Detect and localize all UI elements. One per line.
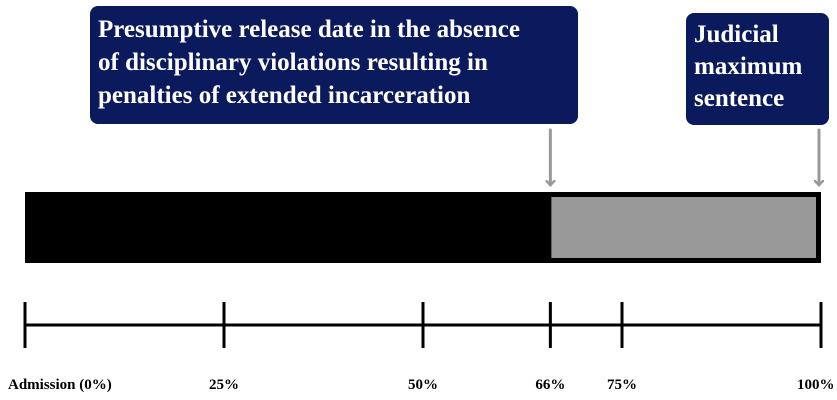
release-date-callout: Presumptive release date in the absence …: [90, 6, 578, 124]
max-callout-line-3: sentence: [694, 85, 785, 112]
tick-label-100: 100%: [797, 377, 835, 393]
max-callout-line-1: Judicial: [694, 21, 779, 48]
tick-label-25: 25%: [209, 377, 239, 393]
sentence-remaining-segment: [551, 197, 816, 258]
release-callout-line-1: Presumptive release date in the absence: [98, 16, 520, 43]
tick-label-66: 66%: [535, 377, 566, 393]
sentence-served-segment: [25, 192, 551, 263]
maximum-sentence-callout: Judicial maximum sentence: [686, 13, 829, 125]
tick-label-75: 75%: [607, 377, 637, 393]
max-callout-line-2: maximum: [694, 53, 803, 80]
release-callout-line-2: of disciplinary violations resulting in: [98, 49, 488, 76]
release-callout-line-3: penalties of extended incarceration: [98, 82, 471, 109]
timeline-ticks: [23, 302, 823, 348]
tick-label-50: 50%: [408, 377, 438, 393]
tick-label-0: Admission (0%): [8, 377, 112, 393]
